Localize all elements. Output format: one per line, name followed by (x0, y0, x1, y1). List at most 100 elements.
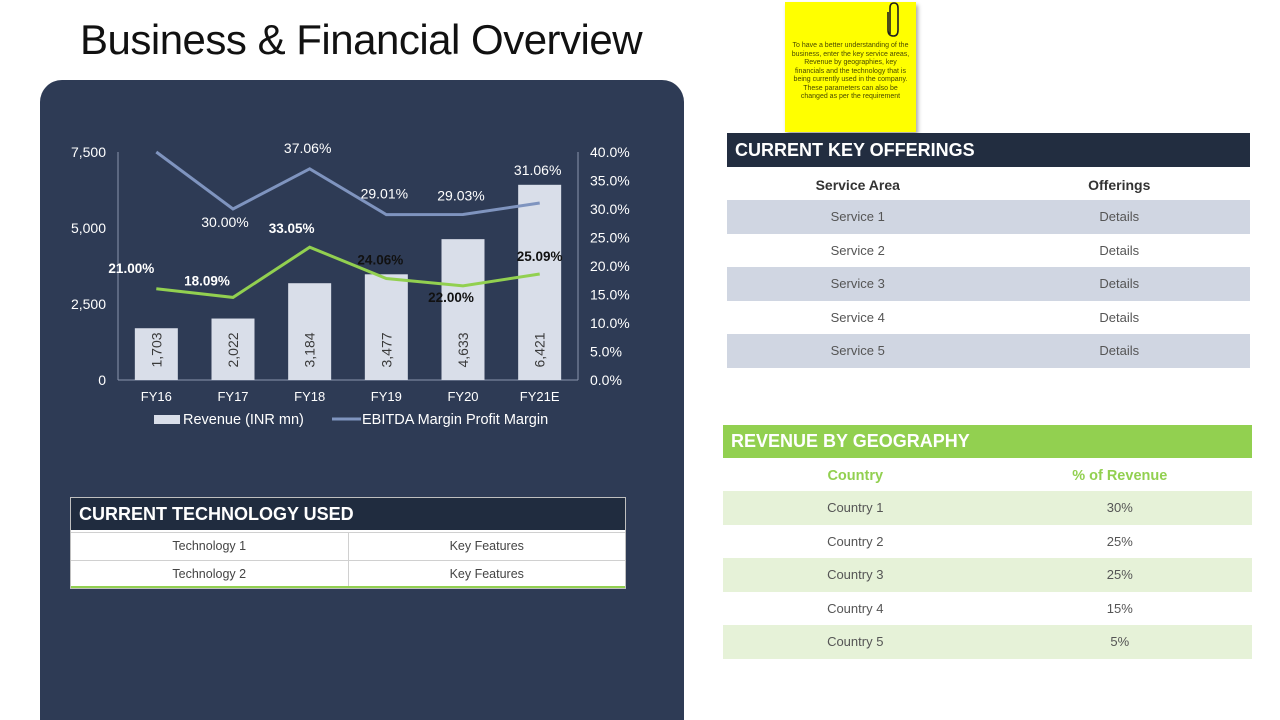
y-right-tick-label: 5.0% (590, 344, 622, 360)
profit-margin-label: 25.09% (517, 249, 563, 264)
page-title: Business & Financial Overview (80, 16, 643, 63)
technology-table-title: CURRENT TECHNOLOGY USED (71, 498, 625, 532)
x-tick-label: FY20 (447, 389, 478, 404)
service-name: Service 1 (830, 209, 885, 224)
ebitda-margin-label: 37.06% (284, 140, 331, 156)
y-right-tick-label: 30.0% (590, 201, 630, 217)
profit-margin-label: 18.09% (184, 273, 230, 288)
x-tick-label: FY18 (294, 389, 325, 404)
country-name: Country 5 (827, 634, 884, 650)
service-offering: Details (1099, 242, 1140, 258)
y-left-tick-label: 0 (98, 372, 106, 388)
table-row: Service 3 Details (727, 267, 1250, 301)
technology-table: CURRENT TECHNOLOGY USED Technology 1 Key… (70, 497, 626, 589)
ebitda-margin-line (155, 150, 540, 217)
geography-table: REVENUE BY GEOGRAPHY Country % of Revenu… (723, 425, 1252, 659)
legend-revenue-label: Revenue (INR mn) (183, 412, 304, 428)
table-row: Country 2 25% (723, 525, 1252, 559)
y-right-tick-label: 35.0% (590, 173, 630, 189)
column-header: Offerings (1088, 177, 1151, 193)
revenue-bar-label: 2,022 (225, 332, 241, 367)
service-offering: Details (1099, 309, 1140, 325)
revenue-bar (288, 283, 332, 380)
x-tick-label: FY17 (217, 389, 248, 404)
revenue-bar (134, 328, 178, 380)
legend-revenue-swatch (154, 415, 180, 424)
y-right-tick-label: 40.0% (590, 144, 630, 160)
technology-name: Technology 1 (172, 539, 247, 553)
revenue-bar-label: 1,703 (148, 332, 164, 367)
technology-feature: Key Features (347, 561, 626, 586)
profit-margin-label: 24.06% (357, 253, 403, 268)
geography-column-headers: Country % of Revenue (723, 458, 1252, 491)
service-name: Service 4 (830, 309, 885, 325)
column-header: % of Revenue (1072, 468, 1168, 484)
profit-margin-label: 22.00% (428, 290, 474, 305)
offerings-table-title: CURRENT KEY OFFERINGS (727, 133, 1250, 167)
ebitda-margin-label: 29.01% (361, 186, 408, 202)
country-name: Country 2 (827, 533, 884, 549)
y-right-tick-label: 10.0% (590, 315, 630, 331)
table-row: Service 2 Details (727, 234, 1250, 268)
table-row: Country 4 15% (723, 592, 1252, 626)
geography-table-title: REVENUE BY GEOGRAPHY (723, 425, 1252, 458)
table-row: Country 1 30% (723, 491, 1252, 525)
country-revenue-share: 5% (1110, 634, 1130, 650)
technology-feature: Key Features (347, 533, 626, 560)
profit-margin-label: 21.00% (108, 261, 154, 276)
service-name: Service 5 (830, 343, 885, 359)
ebitda-margin-label: 31.06% (514, 162, 561, 178)
x-tick-label: FY21E (520, 389, 560, 404)
revenue-bar-label: 4,633 (455, 332, 471, 367)
y-right-tick-label: 15.0% (590, 287, 630, 303)
y-left-tick-label: 5,000 (71, 220, 106, 236)
table-row: Technology 1 Key Features (71, 532, 625, 560)
y-right-tick-label: 25.0% (590, 230, 630, 246)
table-row: Service 5 Details (727, 334, 1250, 368)
y-left-tick-label: 2,500 (71, 296, 106, 312)
ebitda-margin-label: 30.00% (201, 214, 248, 230)
table-row: Service 4 Details (727, 301, 1250, 335)
sticky-note: To have a better understanding of the bu… (785, 2, 916, 132)
table-row: Country 5 5% (723, 625, 1252, 659)
revenue-bar (518, 184, 562, 380)
service-offering: Details (1099, 276, 1140, 292)
offerings-table: CURRENT KEY OFFERINGS Service Area Offer… (727, 133, 1250, 368)
service-name: Service 2 (830, 242, 885, 258)
column-header: Service Area (815, 177, 900, 193)
table-row: Service 1 Details (727, 200, 1250, 234)
service-offering: Details (1099, 343, 1140, 359)
revenue-bar (441, 239, 485, 380)
dashboard-panel (40, 80, 684, 720)
country-name: Country 3 (827, 567, 884, 583)
country-name: Country 1 (827, 500, 884, 515)
service-offering: Details (1099, 209, 1140, 224)
country-revenue-share: 30% (1106, 500, 1133, 515)
technology-name: Technology 2 (172, 567, 247, 581)
x-tick-label: FY16 (141, 389, 172, 404)
y-left-tick-label: 7,500 (71, 144, 106, 160)
country-revenue-share: 15% (1106, 600, 1133, 616)
revenue-bar-label: 6,421 (532, 332, 548, 367)
offerings-column-headers: Service Area Offerings (727, 167, 1250, 200)
revenue-margin-chart: 7,500 5,000 2,500 0 40.0% 35.0% 30.0% 25.0% 20.0… (71, 140, 630, 428)
service-name: Service 3 (830, 276, 885, 292)
revenue-bar-label: 3,477 (378, 332, 394, 367)
revenue-bar (364, 274, 408, 380)
ebitda-margin-label: 29.03% (437, 188, 484, 204)
table-row: Country 3 25% (723, 558, 1252, 592)
y-right-tick-label: 0.0% (590, 372, 622, 388)
legend-margin-label: EBITDA Margin Profit Margin (362, 412, 548, 428)
x-tick-label: FY19 (371, 389, 402, 404)
revenue-bar (211, 318, 255, 380)
revenue-bar-label: 3,184 (302, 332, 318, 367)
sticky-note-text: To have a better understanding of the bu… (791, 42, 910, 100)
column-header: Country (827, 468, 884, 484)
country-revenue-share: 25% (1106, 567, 1133, 583)
table-row: Technology 2 Key Features (71, 560, 625, 588)
profit-margin-label: 33.05% (269, 221, 315, 236)
y-right-tick-label: 20.0% (590, 258, 630, 274)
profit-margin-line (156, 245, 540, 299)
country-revenue-share: 25% (1106, 533, 1133, 549)
paperclip-icon (887, 2, 899, 37)
